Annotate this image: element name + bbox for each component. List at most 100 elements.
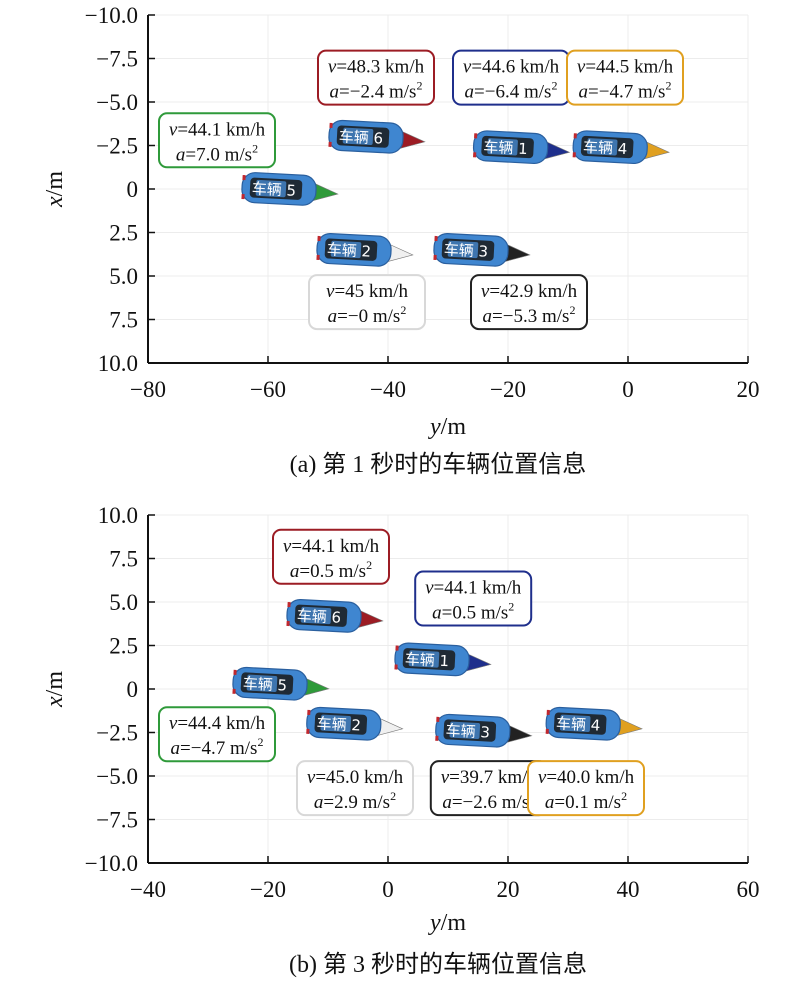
annotation-box [566, 49, 684, 106]
y-tick-label: 5.0 [109, 590, 138, 615]
vehicle-annotation-2: v=45 km/ha=−0 m/s2 [308, 274, 426, 331]
vehicle-annotation-4: v=40.0 km/h a=0.1 m/s2 [527, 760, 645, 817]
annotation-acceleration: a=7.0 m/s2 [176, 141, 258, 165]
vehicle-label: 车辆 4 [583, 138, 628, 158]
annotation-acceleration-exponent: 2 [665, 79, 671, 93]
vehicle-label: 车辆 3 [445, 721, 490, 741]
annotation-speed-value: =42.9 km/h [489, 281, 577, 302]
annotation-speed: v=44.1 km/h [425, 578, 522, 599]
annotation-acceleration-value: =−4.7 m/s [180, 738, 257, 759]
annotation-acceleration: a=−4.7 m/s2 [579, 79, 672, 103]
vehicle-1: 车辆 1 [394, 642, 492, 677]
annotation-acceleration-symbol: a [330, 82, 340, 103]
annotation-acceleration-symbol: a [442, 792, 452, 813]
y-tick-label: 0 [127, 677, 139, 702]
vehicle-5: 车辆 5 [241, 172, 339, 206]
annotation-acceleration: a=−4.7 m/s2 [171, 735, 264, 759]
x-tick-label: −20 [490, 377, 526, 402]
y-tick-label: 10.0 [98, 503, 138, 528]
vehicle-3: 车辆 3 [433, 232, 531, 267]
vehicle-tail-light [436, 716, 440, 722]
annotation-acceleration-value: =0.1 m/s [554, 792, 621, 813]
vehicle-tail-light [306, 728, 310, 734]
annotation-acceleration-value: =−4.7 m/s [588, 82, 665, 103]
y-tick-label: 2.5 [109, 634, 138, 659]
vehicle-6: 车辆 6 [286, 599, 384, 633]
annotation-box [308, 274, 426, 331]
annotation-acceleration: a=0.5 m/s2 [290, 558, 372, 582]
vehicle-4: 车辆 4 [572, 130, 670, 165]
annotation-speed-symbol: v [538, 767, 547, 788]
vehicle-roof-panel [449, 721, 481, 739]
vehicle-roof-panel [586, 138, 618, 156]
annotation-speed-value: =44.4 km/h [177, 713, 265, 734]
x-axis-title: y/m [428, 414, 466, 440]
annotation-speed: v=40.0 km/h [538, 767, 635, 788]
vehicle-annotation-6: v=48.3 km/ha=−2.4 m/s2 [317, 49, 435, 106]
vehicle-1: 车辆 1 [472, 130, 571, 165]
annotation-acceleration: a=0.5 m/s2 [432, 600, 514, 624]
x-tick-label: 0 [622, 377, 634, 402]
vehicle-tail-light [316, 254, 320, 261]
annotation-acceleration: a=2.9 m/s2 [314, 789, 396, 813]
y-axis-title: x/m [42, 171, 68, 208]
figure-caption: (b) 第 3 秒时的车辆位置信息 [289, 951, 587, 978]
annotation-speed-symbol: v [577, 57, 586, 78]
vehicle-tail-light [233, 669, 237, 675]
annotation-speed-symbol: v [441, 767, 450, 788]
vehicle-5: 车辆 5 [232, 666, 330, 701]
vehicle-roof-panel [255, 179, 287, 198]
annotation-speed: v=44.4 km/h [169, 713, 266, 734]
annotation-acceleration-value: =−6.4 m/s [474, 82, 551, 103]
annotation-acceleration-symbol: a [328, 306, 338, 327]
annotation-speed-value: =40.0 km/h [546, 767, 634, 788]
y-tick-label: 2.5 [109, 221, 138, 246]
annotation-acceleration: a=−5.3 m/s2 [483, 303, 576, 327]
annotation-speed-symbol: v [169, 119, 178, 140]
y-tick-label: 0 [127, 177, 139, 202]
vehicle-tail-light [435, 735, 439, 741]
vehicle-roof-panel [320, 714, 352, 733]
annotation-acceleration: a=−6.4 m/s2 [465, 79, 558, 103]
annotation-acceleration-exponent: 2 [390, 789, 396, 803]
annotation-acceleration-value: =−0 m/s [337, 306, 400, 327]
annotation-acceleration-exponent: 2 [366, 558, 372, 572]
annotation-acceleration-exponent: 2 [569, 303, 575, 317]
x-tick-label: −80 [130, 377, 166, 402]
y-axis-title: x/m [42, 671, 68, 708]
y-tick-label: −2.5 [96, 721, 138, 746]
annotation-speed: v=48.3 km/h [328, 57, 425, 78]
annotation-acceleration-exponent: 2 [252, 141, 258, 155]
annotation-speed-symbol: v [326, 281, 335, 302]
annotation-speed-symbol: v [307, 767, 316, 788]
annotation-acceleration-exponent: 2 [551, 79, 557, 93]
annotation-acceleration: a=−2.4 m/s2 [330, 79, 423, 103]
annotation-speed: v=39.7 km/h [441, 767, 538, 788]
annotation-speed-symbol: v [463, 57, 472, 78]
annotation-acceleration-exponent: 2 [621, 789, 627, 803]
vehicle-label: 车辆 1 [404, 650, 449, 670]
vehicle-annotation-5: v=44.4 km/ha=−4.7 m/s2 [158, 706, 276, 763]
vehicle-annotation-4: v=44.5 km/ha=−4.7 m/s2 [566, 49, 684, 106]
annotation-acceleration-exponent: 2 [416, 79, 422, 93]
annotation-speed: v=44.6 km/h [463, 57, 560, 78]
vehicle-annotation-3: v=42.9 km/ha=−5.3 m/s2 [470, 274, 588, 331]
annotation-speed-value: =44.1 km/h [177, 119, 265, 140]
annotation-acceleration-symbol: a [545, 792, 555, 813]
vehicle-tail-light [473, 152, 477, 158]
vehicle-roof-panel [487, 138, 518, 156]
vehicle-annotation-3: v=39.7 km/ha=−2.6 m/s2 [429, 760, 548, 817]
annotation-box [317, 49, 435, 106]
x-axis-title-unit: /m [441, 414, 467, 440]
vehicle-2: 车辆 2 [316, 232, 414, 267]
x-axis-title-var: y [428, 910, 441, 936]
x-tick-label: 40 [617, 877, 640, 902]
annotation-speed-value: =45 km/h [334, 281, 408, 302]
vehicle-tail-light [434, 235, 438, 242]
vehicle-roof-panel [342, 127, 374, 146]
annotation-box [414, 570, 533, 627]
annotation-speed-value: =44.1 km/h [291, 536, 379, 557]
annotation-speed: v=44.1 km/h [283, 536, 380, 557]
annotation-acceleration-symbol: a [432, 603, 442, 624]
